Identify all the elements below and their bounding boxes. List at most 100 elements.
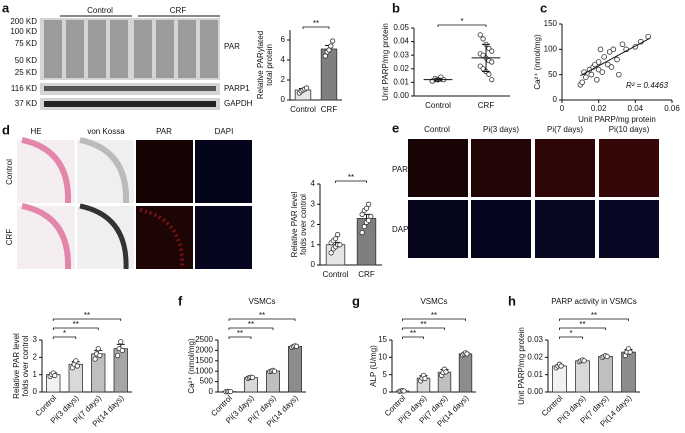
- chart-title: VSMCs: [420, 297, 447, 306]
- point: [601, 54, 607, 60]
- column-label: Control: [424, 125, 450, 134]
- y-tick-label: 500: [200, 377, 214, 386]
- culture-images: Control Pi(3 days) Pi(7 days) Pi(10 days…: [392, 125, 659, 258]
- significance-label: **: [84, 311, 90, 320]
- micrograph: [195, 206, 252, 269]
- significance-bracket: [437, 24, 487, 27]
- point: [464, 351, 470, 357]
- y-tick-label: 3: [33, 335, 38, 344]
- point: [359, 230, 365, 236]
- point: [368, 213, 374, 219]
- point: [249, 374, 256, 381]
- tissue: [21, 137, 72, 204]
- point: [443, 369, 449, 375]
- significance-label: **: [259, 311, 265, 320]
- point: [330, 38, 336, 44]
- y-tick-label: 0.01: [393, 78, 409, 87]
- y-tick-label: 0: [553, 95, 558, 104]
- panel-letter: f: [178, 293, 183, 308]
- point: [293, 343, 300, 349]
- point: [52, 372, 58, 379]
- panel-letter: e: [392, 120, 399, 135]
- marker-label: 100 KD: [10, 27, 37, 36]
- panel-letter: g: [352, 293, 360, 308]
- panel-letter: h: [508, 293, 516, 308]
- significance-label: **: [410, 329, 416, 338]
- marker-label: 25 KD: [15, 68, 37, 77]
- significance-bracket: [228, 318, 296, 321]
- histology-images: HE von Kossa PAR DAPI Control CRF: [5, 127, 252, 270]
- point: [486, 71, 492, 77]
- y-tick-label: 1500: [195, 356, 213, 365]
- chart-title: PARP activity in VSMCs: [551, 297, 637, 306]
- tissue: [21, 203, 72, 270]
- point: [619, 41, 626, 48]
- significance-label: *: [63, 329, 66, 338]
- point: [592, 61, 598, 68]
- micrograph: [471, 139, 531, 197]
- point: [97, 352, 103, 359]
- x-tick-label: Control: [425, 101, 451, 110]
- point: [304, 85, 310, 91]
- significance-label: **: [348, 173, 354, 182]
- point: [610, 46, 617, 53]
- column-label: Pi(3 days): [483, 125, 519, 134]
- point: [74, 363, 80, 369]
- x-tick-label: 0.04: [628, 104, 644, 113]
- y-tick-label: 0.00: [527, 387, 543, 396]
- micrograph: [136, 140, 193, 203]
- bar: [575, 360, 590, 393]
- point: [361, 223, 367, 230]
- marker-label: 116 KD: [11, 84, 37, 93]
- point: [115, 352, 121, 359]
- column-label: von Kossa: [87, 127, 125, 136]
- significance-bracket: [559, 327, 606, 330]
- significance-bracket: [402, 318, 466, 321]
- point: [595, 59, 602, 65]
- annotation: R² = 0.4463: [626, 81, 669, 90]
- significance-bracket: [52, 327, 99, 330]
- point: [595, 66, 602, 73]
- point: [328, 43, 334, 49]
- row-label: Control: [5, 159, 14, 185]
- x-tick-label: CRF: [358, 270, 375, 279]
- significance-label: **: [431, 311, 437, 320]
- bar: [552, 365, 567, 393]
- row-label: CRF: [5, 229, 14, 246]
- protein-label: PARP1: [224, 84, 250, 93]
- significance-label: *: [569, 329, 572, 338]
- tissue: [79, 137, 130, 204]
- point: [627, 349, 633, 355]
- y-axis-label: folds over control: [299, 194, 308, 255]
- row-label: DAPI: [392, 225, 411, 234]
- significance-bracket: [402, 327, 445, 330]
- y-tick-label: 100: [544, 44, 558, 53]
- point: [401, 388, 407, 394]
- point: [366, 217, 372, 224]
- significance-label: **: [313, 19, 319, 28]
- significance-bracket: [228, 336, 252, 339]
- point: [489, 59, 495, 65]
- blot-group: Control: [87, 6, 113, 15]
- point: [332, 236, 339, 242]
- y-axis-label: Ca²⁺ (nmol/mg): [533, 34, 542, 90]
- bar: [598, 356, 613, 393]
- bar: [621, 351, 636, 393]
- y-tick-label: 0: [281, 95, 286, 104]
- bar: [458, 353, 473, 393]
- marker-label: 200 KD: [10, 17, 37, 26]
- significance-label: **: [579, 320, 585, 329]
- y-tick-label: 4: [281, 55, 286, 64]
- y-tick-label: 4: [311, 179, 316, 188]
- y-tick-label: 2000: [195, 346, 213, 355]
- significance-bracket: [52, 336, 77, 339]
- bar: [287, 346, 302, 393]
- significance-bracket: [228, 327, 274, 330]
- micrograph: [136, 206, 193, 269]
- y-axis-label: folds over control: [21, 335, 30, 396]
- y-tick-label: 0: [33, 387, 38, 396]
- point: [604, 353, 610, 360]
- significance-bracket: [302, 26, 330, 29]
- y-tick-label: 2: [281, 75, 286, 84]
